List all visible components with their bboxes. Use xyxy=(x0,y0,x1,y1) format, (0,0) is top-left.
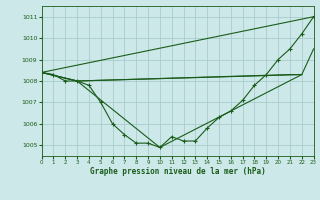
X-axis label: Graphe pression niveau de la mer (hPa): Graphe pression niveau de la mer (hPa) xyxy=(90,167,266,176)
